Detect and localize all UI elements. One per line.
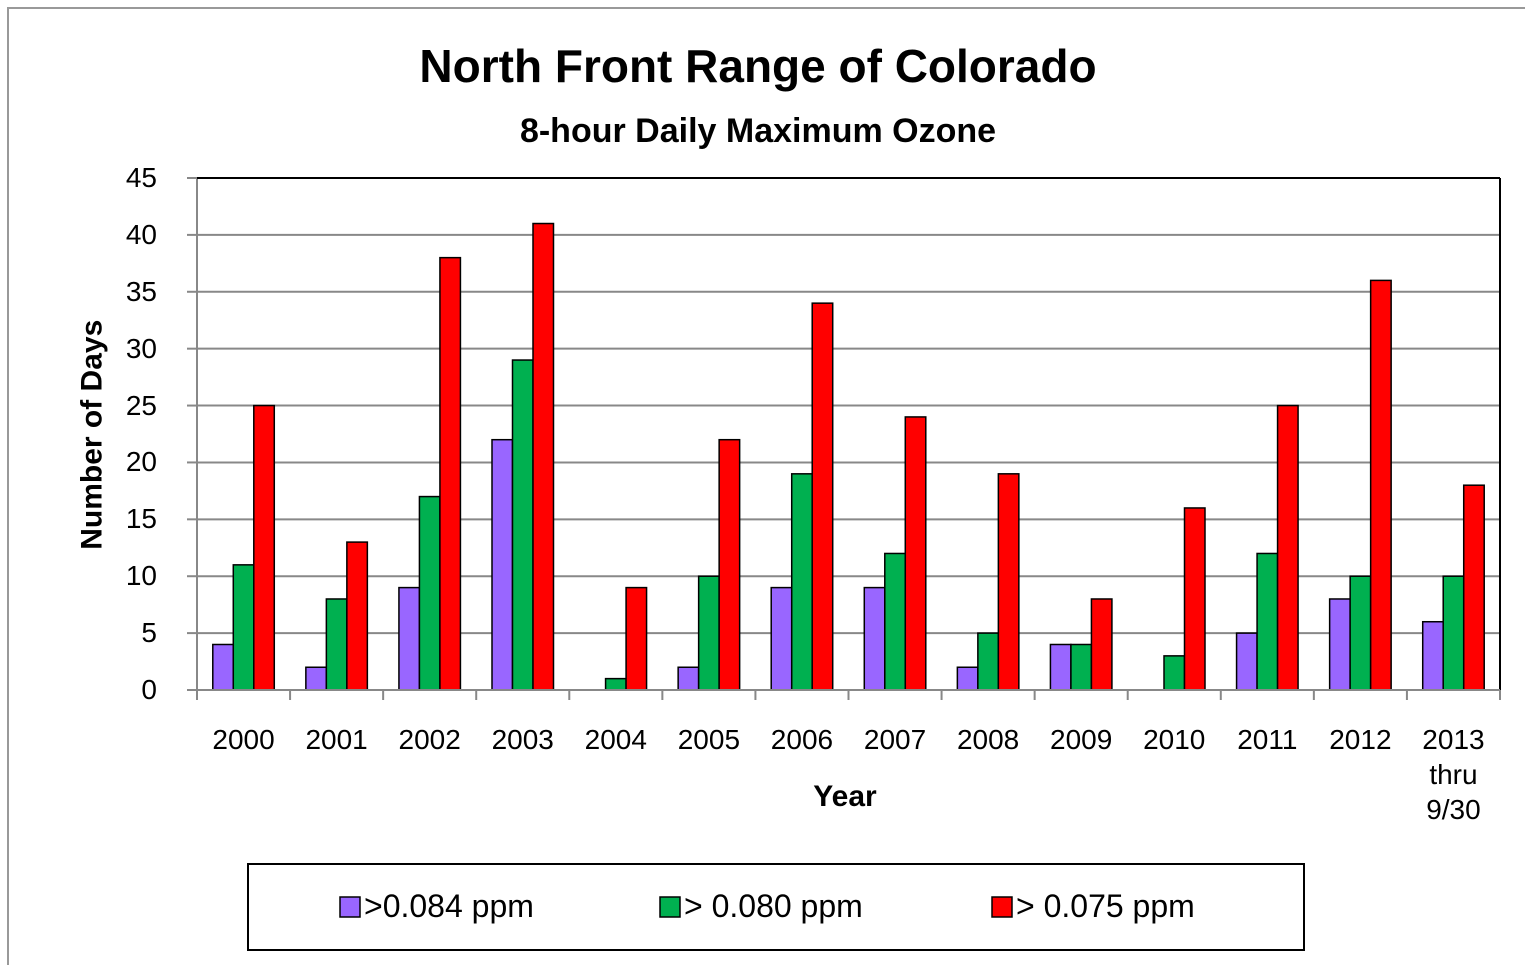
x-tick-label: 2010 — [1143, 724, 1206, 755]
bar — [770, 586, 793, 691]
bar — [346, 541, 369, 691]
x-tick-label: 2004 — [584, 724, 647, 755]
frame — [7, 7, 1525, 965]
y-tick-label: 5 — [141, 617, 157, 649]
bar — [418, 495, 441, 691]
bar — [904, 416, 927, 691]
bar — [1163, 655, 1186, 691]
bar — [884, 552, 907, 691]
bar — [1328, 598, 1351, 691]
bar — [1276, 404, 1299, 691]
x-tick-label: 2009 — [1050, 724, 1113, 755]
chart-title: North Front Range of Colorado — [419, 40, 1097, 92]
bar — [1462, 484, 1485, 691]
y-tick-label: 15 — [125, 503, 157, 535]
bar — [232, 564, 255, 691]
bar — [491, 438, 514, 691]
bar — [439, 256, 462, 691]
y-tick-label: 45 — [125, 162, 157, 193]
y-tick-label: 0 — [141, 674, 157, 705]
y-tick-label: 10 — [125, 560, 157, 592]
x-tick-label: 2003 — [491, 724, 554, 755]
bar — [604, 677, 627, 691]
bar — [811, 302, 834, 691]
bar — [697, 575, 720, 691]
bar — [1090, 598, 1113, 691]
x-tick-label: 2005 — [677, 724, 741, 755]
bar — [977, 632, 1000, 691]
bar — [212, 643, 235, 691]
bar — [718, 438, 741, 691]
bar — [1369, 279, 1392, 691]
x-tick-label: 2000 — [212, 724, 275, 755]
legend-label: >0.084 ppm — [364, 888, 534, 924]
bar — [532, 222, 555, 691]
bar — [1235, 632, 1258, 691]
bar — [1183, 507, 1206, 691]
y-tick-label: 40 — [125, 218, 157, 250]
x-axis-label: Year — [813, 780, 877, 813]
bar — [625, 586, 648, 691]
x-tick-label: 2002 — [398, 724, 461, 755]
y-tick-label: 30 — [125, 332, 157, 364]
legend-label: > 0.075 ppm — [1016, 888, 1195, 924]
legend-swatch — [991, 896, 1013, 918]
x-tick-label: 2011 — [1237, 724, 1298, 755]
bar — [677, 666, 700, 691]
x-tick-label: 2012 — [1329, 724, 1392, 755]
bar — [1049, 643, 1072, 691]
chart-subtitle: 8-hour Daily Maximum Ozone — [519, 112, 997, 150]
bar — [325, 598, 348, 691]
bar — [863, 586, 886, 691]
bar — [1442, 575, 1465, 691]
y-tick-label: 20 — [125, 446, 157, 478]
x-tick-label: 2001 — [305, 724, 368, 755]
bar — [1421, 620, 1444, 691]
bar — [1070, 643, 1093, 691]
bar — [1349, 575, 1372, 691]
x-tick-label: 2006 — [770, 724, 834, 755]
x-tick-label: 2007 — [863, 724, 927, 755]
bar — [253, 404, 276, 691]
y-tick-label: 25 — [125, 389, 157, 421]
bar — [997, 473, 1020, 691]
bar — [398, 586, 421, 691]
bar — [511, 359, 534, 691]
y-tick-label: 35 — [125, 275, 157, 307]
legend-swatch — [659, 896, 681, 918]
bar — [956, 666, 979, 691]
legend-box — [247, 863, 1305, 951]
x-tick-label: 2008 — [956, 724, 1020, 755]
legend-label: > 0.080 ppm — [684, 888, 863, 924]
x-tick-label: 2013 thru 9/30 — [1422, 724, 1485, 825]
bar — [1256, 552, 1279, 691]
legend-swatch — [339, 896, 361, 918]
bar — [305, 666, 328, 691]
bar — [790, 473, 813, 691]
